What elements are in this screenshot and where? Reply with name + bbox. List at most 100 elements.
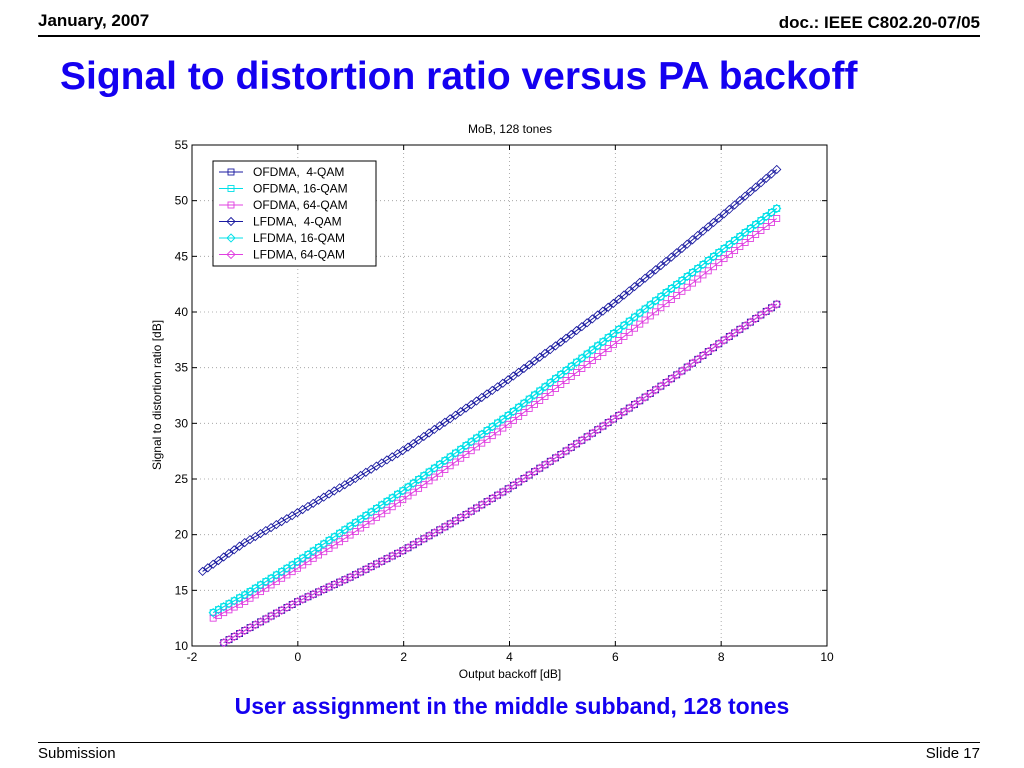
square-marker (620, 321, 628, 329)
square-marker (773, 300, 781, 308)
y-tick-label: 55 (175, 138, 189, 152)
square-marker (315, 544, 322, 551)
square-marker (351, 528, 359, 536)
diamond-marker (450, 448, 461, 458)
square-marker (573, 440, 581, 448)
square-marker (546, 389, 554, 396)
diamond-marker (571, 357, 582, 367)
diamond-marker (745, 223, 756, 234)
square-marker (494, 419, 502, 427)
square-marker (351, 519, 359, 527)
diamond-marker (529, 466, 540, 477)
square-marker (441, 466, 449, 473)
header-rule (38, 35, 980, 37)
square-marker (636, 309, 644, 317)
diamond-marker (772, 164, 782, 175)
square-marker (404, 483, 412, 491)
square-marker (467, 438, 475, 446)
diamond-marker (308, 546, 318, 556)
diamond-marker (708, 217, 719, 228)
square-marker (304, 551, 312, 559)
square-marker (478, 430, 486, 438)
square-marker (683, 273, 691, 280)
diamond-marker (524, 394, 534, 404)
square-marker (362, 512, 370, 520)
diamond-marker (735, 195, 745, 206)
square-marker (752, 315, 760, 323)
diamond-marker (392, 489, 403, 499)
diamond-marker (440, 455, 450, 466)
diamond-marker (608, 414, 619, 424)
diamond-marker (408, 438, 418, 449)
diamond-marker (450, 410, 461, 420)
x-tick-label: 10 (820, 650, 834, 664)
diamond-marker (682, 271, 692, 282)
diamond-marker (703, 255, 713, 266)
diamond-marker (550, 453, 561, 463)
y-tick-label: 35 (175, 361, 189, 375)
diamond-marker (687, 267, 698, 278)
diamond-marker (535, 352, 545, 362)
diamond-marker (708, 343, 719, 353)
square-marker (762, 223, 770, 230)
diamond-marker (629, 399, 640, 410)
square-marker (652, 297, 660, 305)
square-marker (509, 416, 517, 424)
diamond-marker (519, 363, 529, 374)
diamond-marker (577, 322, 587, 332)
diamond-marker (740, 227, 750, 238)
square-marker (631, 324, 638, 332)
diamond-marker (582, 432, 592, 442)
sdr-chart: MoB, 128 tones Output backoff [dB] Signa… (150, 122, 834, 681)
diamond-marker (545, 378, 555, 388)
square-marker (631, 400, 638, 408)
diamond-marker (656, 260, 666, 271)
square-marker (325, 536, 333, 544)
diamond-marker (766, 303, 777, 313)
series-line (223, 303, 778, 644)
diamond-marker (582, 349, 592, 359)
square-marker (720, 336, 728, 344)
square-marker (641, 393, 649, 401)
diamond-marker (603, 302, 613, 312)
diamond-marker (672, 248, 682, 258)
diamond-marker (545, 345, 555, 355)
diamond-marker (719, 209, 729, 219)
diamond-marker (226, 249, 236, 260)
header-date: January, 2007 (38, 11, 150, 30)
square-marker (757, 311, 765, 319)
diamond-marker (714, 213, 724, 223)
square-marker (715, 259, 723, 267)
square-marker (420, 481, 428, 489)
square-marker (294, 598, 301, 606)
square-marker (736, 243, 744, 251)
diamond-marker (756, 310, 766, 320)
square-marker (325, 583, 333, 591)
header-doc-id: doc.: IEEE C802.20-07/05 (778, 13, 980, 32)
diamond-marker (735, 324, 745, 334)
square-marker (415, 476, 423, 483)
diamond-marker (561, 333, 571, 343)
square-marker (604, 345, 612, 353)
square-marker (536, 396, 544, 404)
diamond-marker (524, 360, 534, 370)
diamond-marker (740, 191, 750, 201)
diamond-marker (766, 207, 777, 218)
diamond-marker (640, 273, 650, 283)
diamond-marker (761, 173, 771, 183)
square-marker (567, 373, 575, 380)
square-marker (509, 407, 517, 415)
diamond-marker (635, 308, 645, 318)
square-marker (588, 357, 596, 365)
square-marker (667, 375, 675, 383)
diamond-marker (471, 433, 482, 443)
square-marker (525, 404, 533, 412)
square-marker (746, 225, 754, 232)
square-marker (610, 415, 617, 423)
diamond-marker (419, 431, 429, 442)
square-marker (583, 350, 591, 358)
square-marker (720, 255, 728, 263)
diamond-marker (529, 356, 540, 366)
diamond-marker (545, 456, 555, 466)
plot-frame (191, 144, 828, 647)
